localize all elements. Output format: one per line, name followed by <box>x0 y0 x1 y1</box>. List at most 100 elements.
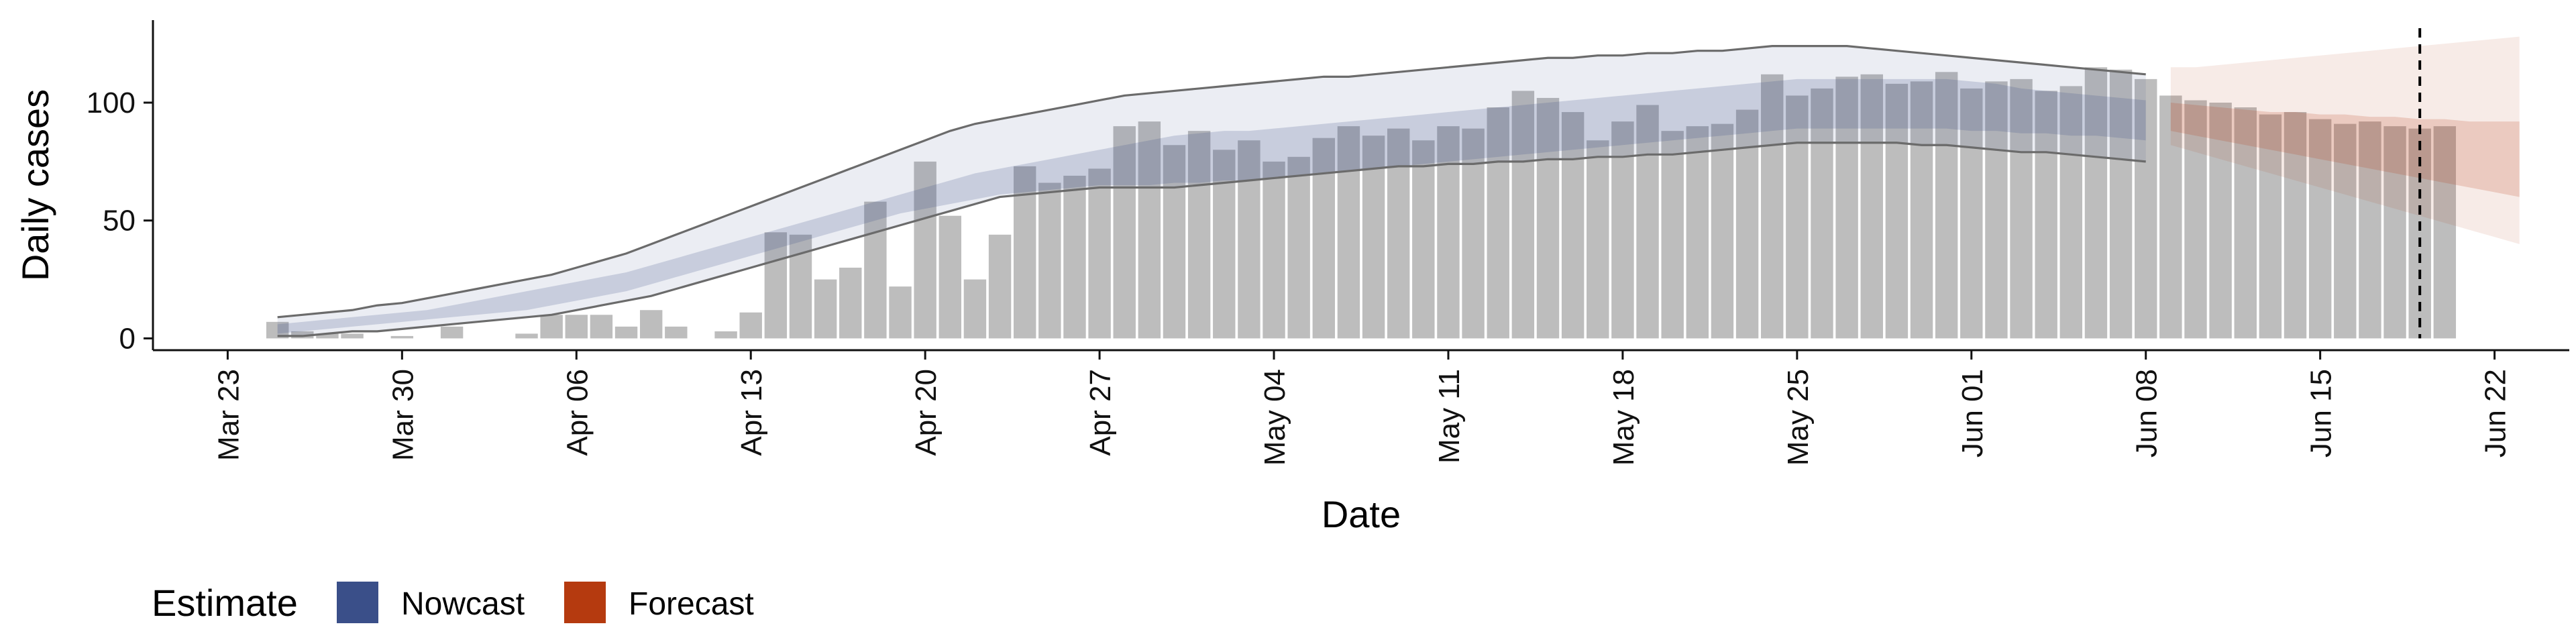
forecast-outer-band <box>2170 36 2520 244</box>
observed-bar <box>1711 123 1734 339</box>
observed-bar <box>1811 88 1833 339</box>
observed-bar <box>1038 182 1061 339</box>
observed-bar <box>2433 126 2457 339</box>
x-axis-label: Date <box>1322 493 1401 535</box>
observed-bar <box>839 268 862 339</box>
x-tick-label: May 04 <box>1258 369 1291 466</box>
x-tick-label: Mar 23 <box>212 369 245 461</box>
observed-bar <box>614 326 638 339</box>
observed-bar <box>1163 145 1186 339</box>
observed-bar <box>2135 78 2157 339</box>
x-tick-label: May 11 <box>1433 369 1466 464</box>
observed-bar <box>1885 83 1909 339</box>
observed-bar <box>914 161 936 339</box>
observed-bar <box>1063 175 1086 339</box>
nowcast-inner-band <box>277 78 2146 334</box>
forecast-inner-band <box>2170 103 2520 197</box>
observed-bar <box>1387 128 1410 339</box>
observed-bar <box>1661 131 1684 339</box>
observed-bar <box>1636 105 1659 339</box>
estimate-bands <box>277 36 2520 336</box>
observed-bar <box>2259 114 2282 339</box>
observed-bar <box>1511 91 1535 339</box>
x-tick-label: Jun 22 <box>2479 369 2512 458</box>
observed-bar <box>1686 126 1709 339</box>
observed-bar <box>1910 81 1933 339</box>
axes: 0 50 100 Mar 23 Mar 30 Apr 06 Apr 13 Apr 20 Apr … <box>87 20 2569 466</box>
observed-bar <box>1138 121 1161 339</box>
observed-bar <box>1088 168 1111 339</box>
observed-bar <box>814 279 837 339</box>
observed-bar <box>1437 126 1460 339</box>
observed-bar <box>2359 121 2381 339</box>
nowcast-lower-line <box>277 142 2146 337</box>
y-tick-label: 50 <box>103 205 136 237</box>
observed-bar <box>2159 95 2182 339</box>
observed-bar <box>764 232 788 339</box>
observed-bar <box>540 315 563 339</box>
observed-bar <box>739 312 762 339</box>
observed-bar <box>1985 81 2008 339</box>
observed-bar <box>2084 67 2108 339</box>
observed-bar <box>2284 112 2307 339</box>
legend-key-forecast <box>564 582 606 623</box>
legend-label-nowcast: Nowcast <box>401 586 525 622</box>
observed-bar <box>1860 74 1883 339</box>
observed-bar <box>1337 126 1360 339</box>
observed-bar <box>291 331 314 339</box>
x-tick-label: Apr 06 <box>561 369 594 456</box>
y-tick-label: 0 <box>119 322 136 355</box>
observed-bar <box>515 333 538 339</box>
x-tick-label: Jun 15 <box>2305 369 2338 458</box>
observed-bar <box>1561 112 1585 339</box>
x-tick-label: May 18 <box>1607 369 1640 466</box>
observed-bar <box>390 335 414 339</box>
observed-bar <box>2209 103 2232 339</box>
observed-bar <box>1412 140 1435 339</box>
nowcast-bound-lines <box>277 45 2146 337</box>
nowcast-upper-line <box>277 45 2146 319</box>
observed-bar <box>963 279 987 339</box>
x-tick-label: Jun 08 <box>2131 369 2163 458</box>
observed-bar <box>2184 100 2207 339</box>
observed-bar <box>1587 140 1609 339</box>
observed-bar <box>665 326 688 339</box>
x-tick-label: Jun 01 <box>1956 369 1989 458</box>
observed-bar <box>1113 126 1136 339</box>
observed-bar <box>2234 107 2257 339</box>
observed-bar <box>316 333 339 339</box>
observed-bar <box>1536 97 1560 339</box>
y-tick-label: 100 <box>87 87 136 119</box>
x-tick-label: Apr 20 <box>910 369 943 456</box>
legend-title: Estimate <box>152 582 298 624</box>
x-tick-label: May 25 <box>1782 369 1815 466</box>
observed-bar <box>864 201 887 339</box>
observed-bar <box>1187 131 1211 339</box>
observed-bar <box>1312 138 1336 339</box>
observed-bar <box>440 326 464 339</box>
observed-bar <box>889 286 912 339</box>
x-tick-label: Apr 13 <box>735 369 768 456</box>
observed-bar <box>1786 95 1809 339</box>
observed-bar <box>341 333 364 339</box>
x-tick-label: Apr 27 <box>1084 369 1117 456</box>
observed-bar <box>2334 123 2357 339</box>
observed-bar <box>1835 76 1858 339</box>
observed-bar <box>639 310 663 339</box>
legend: Estimate Nowcast Forecast <box>152 582 754 624</box>
nowcast-outer-band <box>277 46 2146 336</box>
observed-bar <box>2308 119 2332 339</box>
legend-label-forecast: Forecast <box>629 586 754 622</box>
observed-bar <box>2035 91 2057 339</box>
observed-bar <box>590 315 613 339</box>
observed-bar <box>1263 161 1285 339</box>
observed-bar <box>2109 69 2133 339</box>
observed-bar <box>2383 126 2406 339</box>
observed-bars <box>266 67 2457 339</box>
observed-bar <box>1935 72 1958 339</box>
observed-bar <box>938 215 961 339</box>
observed-bar <box>1487 107 1509 339</box>
observed-bar <box>1238 140 1260 339</box>
